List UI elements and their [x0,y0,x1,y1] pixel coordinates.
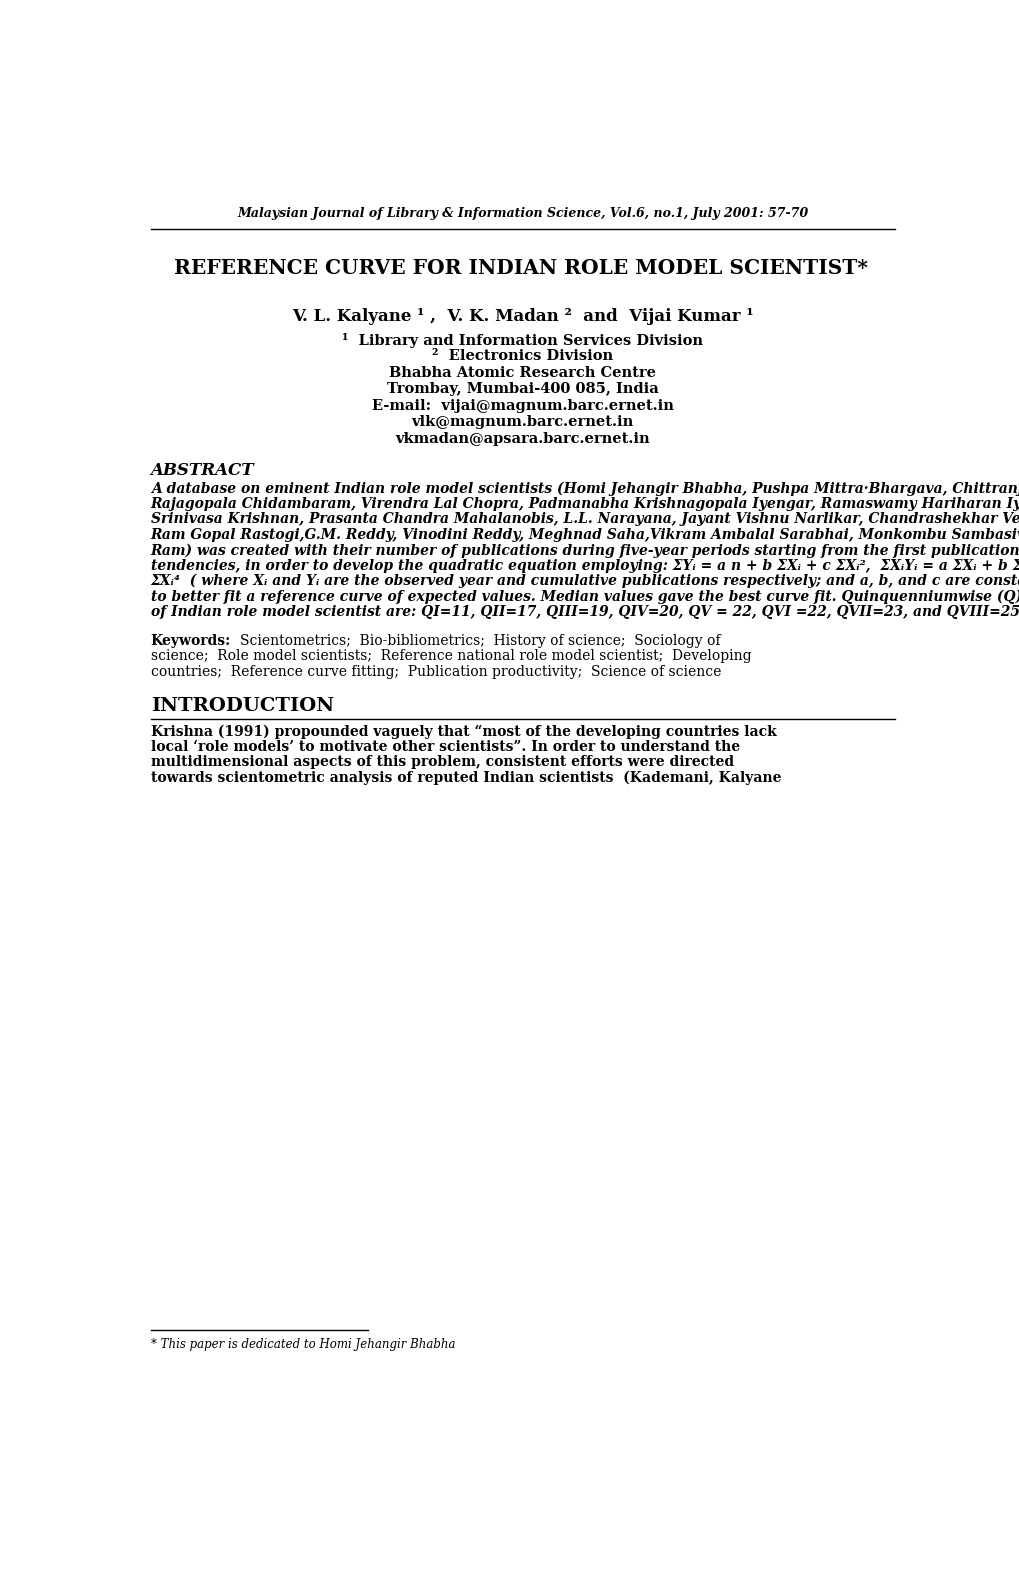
Text: ΣXᵢ⁴  ( where Xᵢ and Yᵢ are the observed year and cumulative publications respec: ΣXᵢ⁴ ( where Xᵢ and Yᵢ are the observed … [151,573,1019,589]
Text: Malaysian Journal of Library & Information Science, Vol.6, no.1, July 2001: 57-7: Malaysian Journal of Library & Informati… [236,208,808,221]
Text: Keywords:: Keywords: [151,634,230,648]
Text: of Indian role model scientist are: QI=11, QII=17, QIII=19, QIV=20, QV = 22, QVI: of Indian role model scientist are: QI=1… [151,605,1019,619]
Text: Ram) was created with their number of publications during five-year periods star: Ram) was created with their number of pu… [151,543,1019,557]
Text: countries;  Reference curve fitting;  Publication productivity;  Science of scie: countries; Reference curve fitting; Publ… [151,665,720,680]
Text: vkmadan@apsara.barc.ernet.in: vkmadan@apsara.barc.ernet.in [395,432,649,446]
Text: E-mail:  vijai@magnum.barc.ernet.in: E-mail: vijai@magnum.barc.ernet.in [372,399,673,413]
Text: ABSTRACT: ABSTRACT [151,462,254,478]
Text: Ram Gopal Rastogi,G.M. Reddy, Vinodini Reddy, Meghnad Saha,Vikram Ambalal Sarabh: Ram Gopal Rastogi,G.M. Reddy, Vinodini R… [151,527,1019,542]
Text: ¹  Library and Information Services Division: ¹ Library and Information Services Divis… [342,333,702,348]
Text: V. L. Kalyane ¹ ,  V. K. Madan ²  and  Vijai Kumar ¹: V. L. Kalyane ¹ , V. K. Madan ² and Vija… [291,308,753,324]
Text: Scientometrics;  Bio-bibliometrics;  History of science;  Sociology of: Scientometrics; Bio-bibliometrics; Histo… [239,634,719,648]
Text: REFERENCE CURVE FOR INDIAN ROLE MODEL SCIENTIST*: REFERENCE CURVE FOR INDIAN ROLE MODEL SC… [174,259,867,278]
Text: to better fit a reference curve of expected values. Median values gave the best : to better fit a reference curve of expec… [151,589,1019,603]
Text: INTRODUCTION: INTRODUCTION [151,697,333,715]
Text: multidimensional aspects of this problem, consistent efforts were directed: multidimensional aspects of this problem… [151,754,733,769]
Text: * This paper is dedicated to Homi Jehangir Bhabha: * This paper is dedicated to Homi Jehang… [151,1337,454,1351]
Text: tendencies, in order to develop the quadratic equation employing: ΣYᵢ = a n + b : tendencies, in order to develop the quad… [151,559,1019,573]
Text: local ‘role models’ to motivate other scientists”. In order to understand the: local ‘role models’ to motivate other sc… [151,740,739,754]
Text: vlk@magnum.barc.ernet.in: vlk@magnum.barc.ernet.in [412,416,633,429]
Text: Bhabha Atomic Research Centre: Bhabha Atomic Research Centre [389,367,655,380]
Text: Trombay, Mumbai-400 085, India: Trombay, Mumbai-400 085, India [386,383,658,397]
Text: Srinivasa Krishnan, Prasanta Chandra Mahalanobis, L.L. Narayana, Jayant Vishnu N: Srinivasa Krishnan, Prasanta Chandra Mah… [151,513,1019,526]
Text: A database on eminent Indian role model scientists (Homi Jehangir Bhabha, Pushpa: A database on eminent Indian role model … [151,481,1019,495]
Text: science;  Role model scientists;  Reference national role model scientist;  Deve: science; Role model scientists; Referenc… [151,649,751,664]
Text: ²  Electronics Division: ² Electronics Division [432,349,612,364]
Text: towards scientometric analysis of reputed Indian scientists  (Kademani, Kalyane: towards scientometric analysis of repute… [151,770,781,784]
Text: Rajagopala Chidambaram, Virendra Lal Chopra, Padmanabha Krishnagopala Iyengar, R: Rajagopala Chidambaram, Virendra Lal Cho… [151,497,1019,511]
Text: Krishna (1991) propounded vaguely that “most of the developing countries lack: Krishna (1991) propounded vaguely that “… [151,724,775,738]
